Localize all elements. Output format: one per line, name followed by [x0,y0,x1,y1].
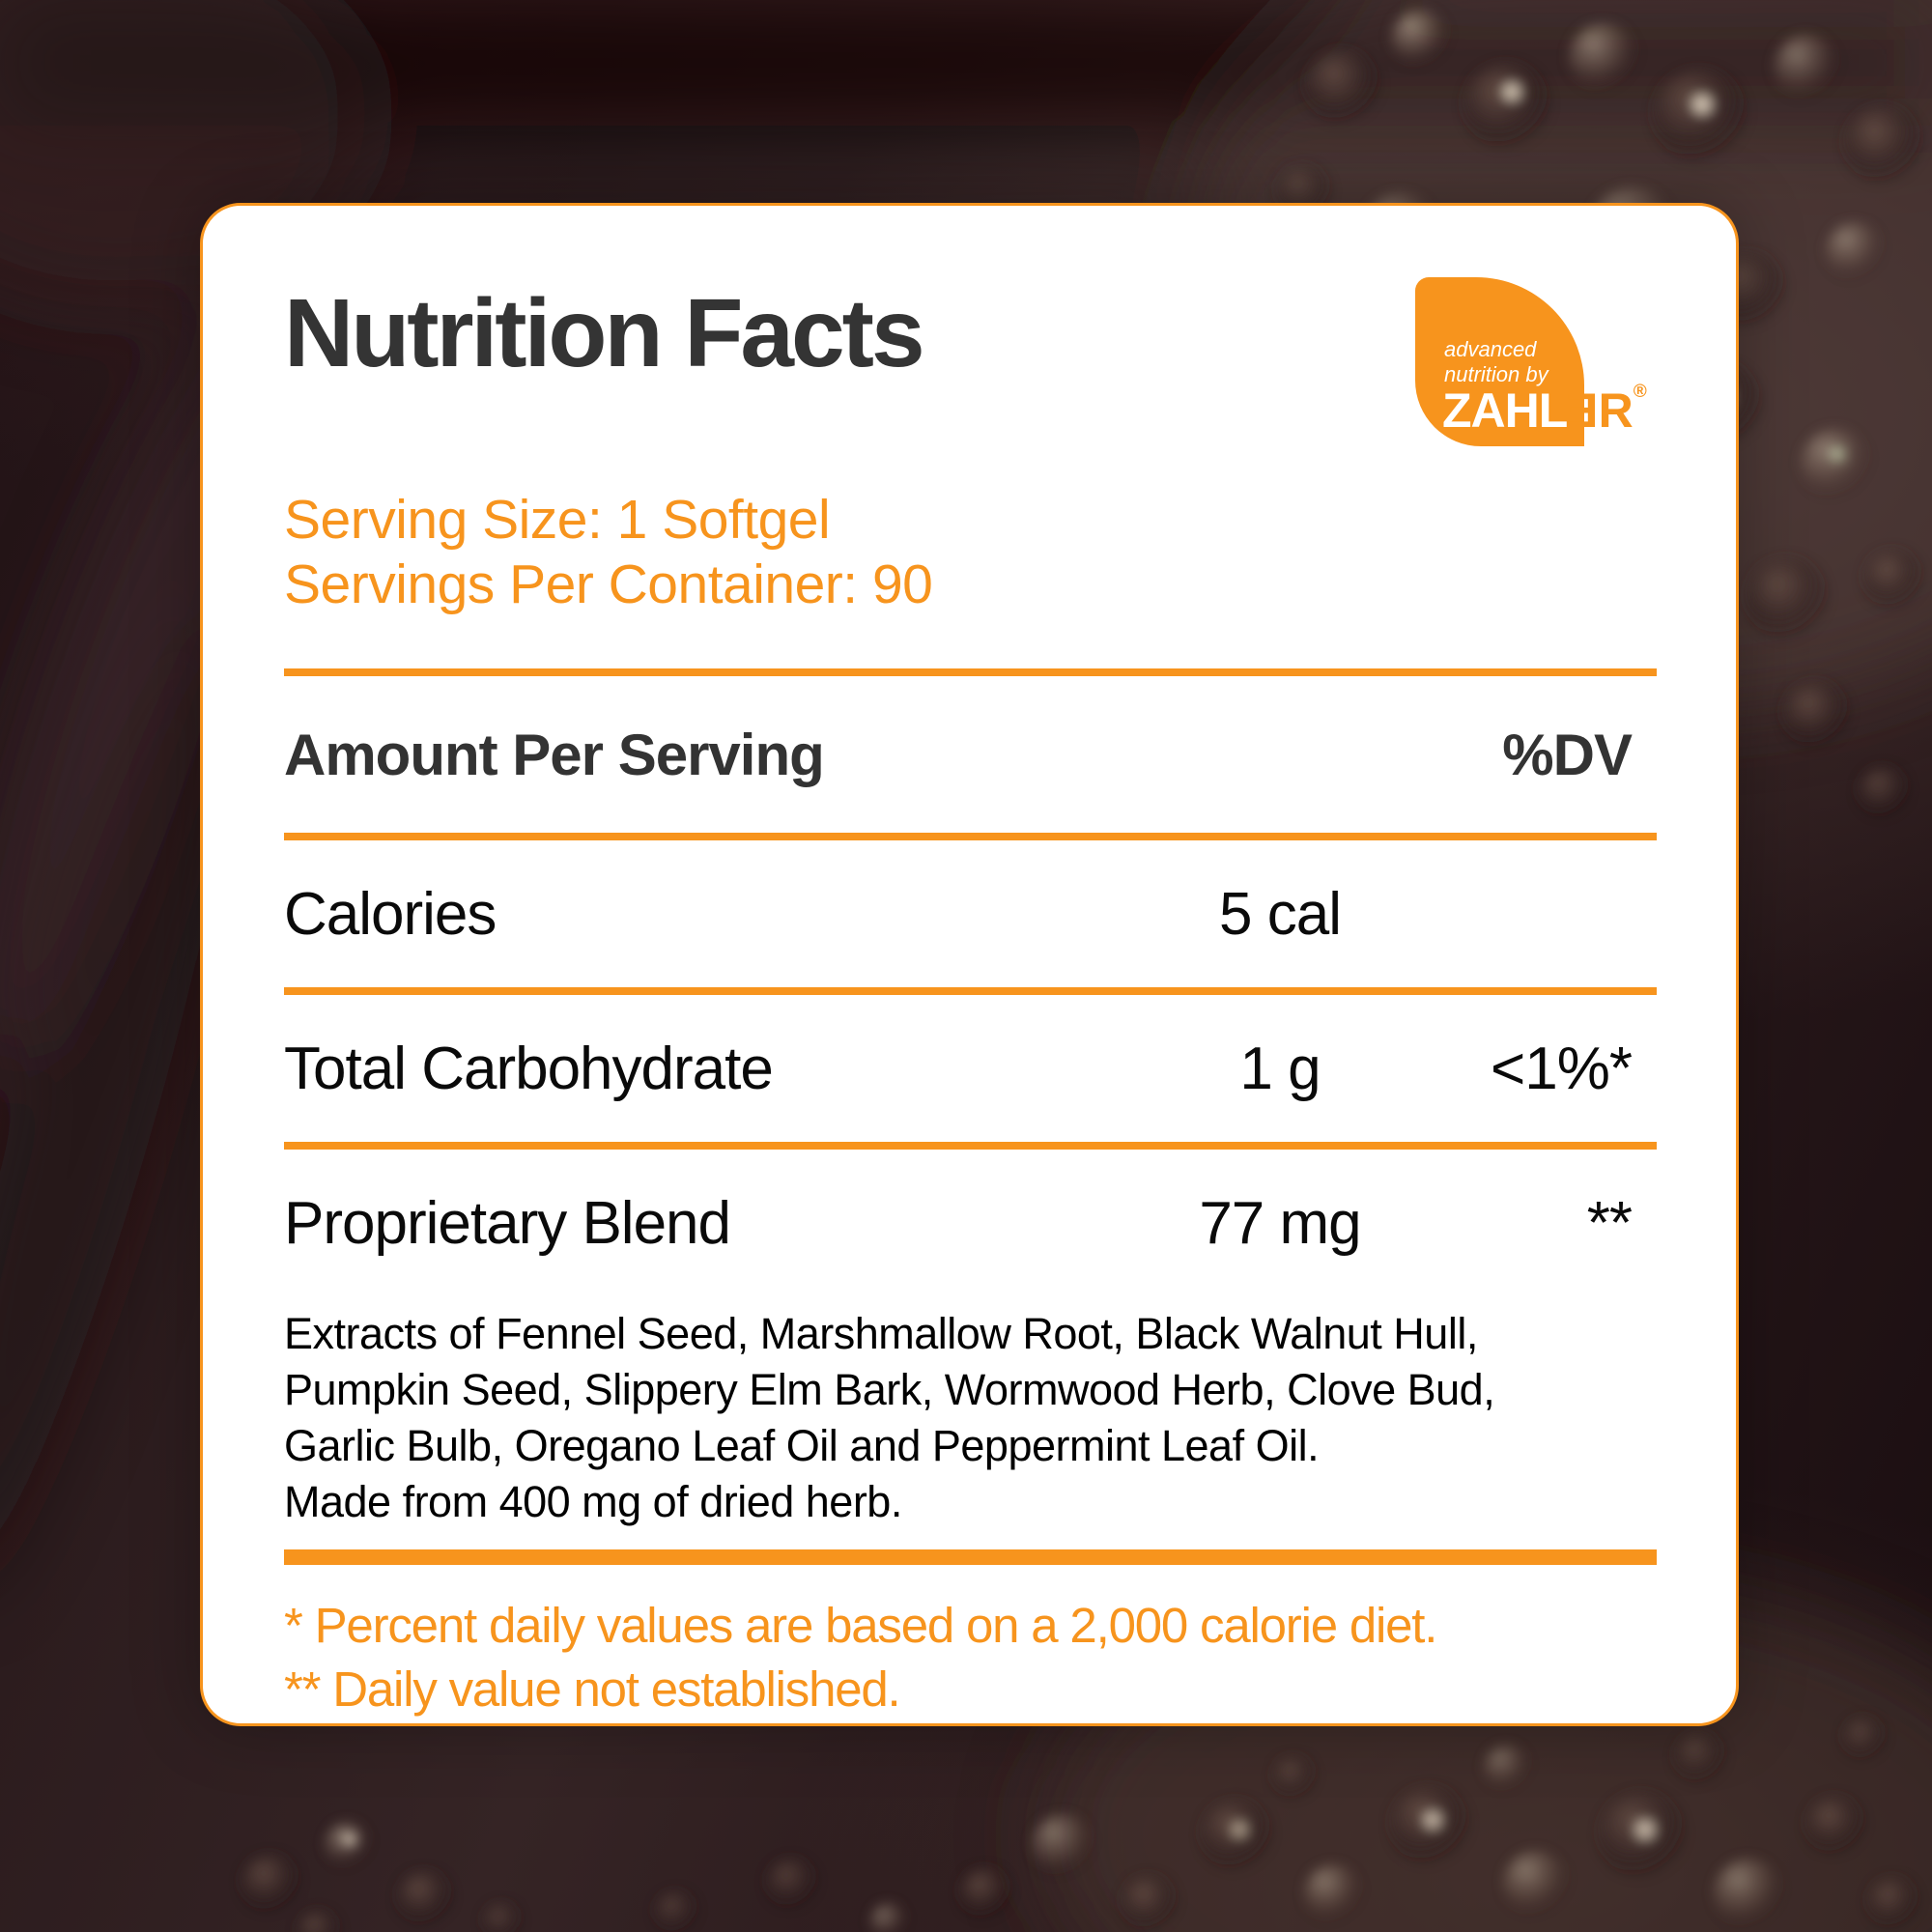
thick-divider [284,1549,1657,1566]
amount-per-serving-header: Amount Per Serving [284,722,825,787]
zahler-logo: advanced nutrition by ZAHLER® [1415,277,1657,447]
row-label: Calories [284,880,497,948]
registered-trademark-icon: ® [1633,382,1647,402]
table-row-total-carbohydrate: Total Carbohydrate 1 g <1%* [284,995,1657,1142]
row-dv: ** [1586,1189,1633,1257]
logo-tagline-line1: advanced [1444,337,1537,361]
footnote-daily-values: * Percent daily values are based on a 2,… [284,1598,1437,1654]
row-dv: <1%* [1491,1035,1633,1102]
servings-per-container: Servings Per Container: 90 [284,553,933,615]
divider [284,1142,1657,1151]
row-label: Proprietary Blend [284,1189,731,1257]
divider [284,668,1657,677]
wordmark-left: ZAHL [1442,384,1568,438]
serving-info: Serving Size: 1 Softgel Servings Per Con… [284,488,1657,616]
blend-description-line: Extracts of Fennel Seed, Marshmallow Roo… [284,1309,1478,1359]
divider [284,987,1657,996]
row-amount: 5 cal [1219,880,1342,948]
divider [284,833,1657,841]
row-amount: 1 g [1239,1035,1321,1102]
row-label: Total Carbohydrate [284,1035,774,1102]
table-row-calories: Calories 5 cal [284,840,1657,987]
footnotes: * Percent daily values are based on a 2,… [284,1594,1657,1721]
card-header: Nutrition Facts advanced nutrition by ZA… [284,277,1657,447]
nutrition-facts-card: Nutrition Facts advanced nutrition by ZA… [200,203,1739,1726]
row-amount: 77 mg [1199,1189,1361,1257]
logo-tagline: advanced nutrition by [1444,337,1548,387]
dv-header: %DV [1502,722,1633,787]
zahler-wordmark: ZAHLER® [1442,383,1647,438]
blend-description-line: Garlic Bulb, Oregano Leaf Oil and Pepper… [284,1421,1320,1471]
table-row-proprietary-blend: Proprietary Blend 77 mg ** [284,1150,1657,1296]
blend-description: Extracts of Fennel Seed, Marshmallow Roo… [284,1306,1657,1530]
blend-description-line: Made from 400 mg of dried herb. [284,1477,902,1527]
logo-tagline-line2: nutrition by [1444,361,1548,386]
table-header-row: Amount Per Serving %DV [284,676,1657,833]
wordmark-reversed-e: E [1567,384,1599,438]
serving-size: Serving Size: 1 Softgel [284,489,831,551]
page-title: Nutrition Facts [284,279,925,387]
wordmark-right: R [1598,384,1634,438]
footnote-dv-not-established: ** Daily value not established. [284,1662,901,1718]
blend-description-line: Pumpkin Seed, Slippery Elm Bark, Wormwoo… [284,1365,1495,1415]
